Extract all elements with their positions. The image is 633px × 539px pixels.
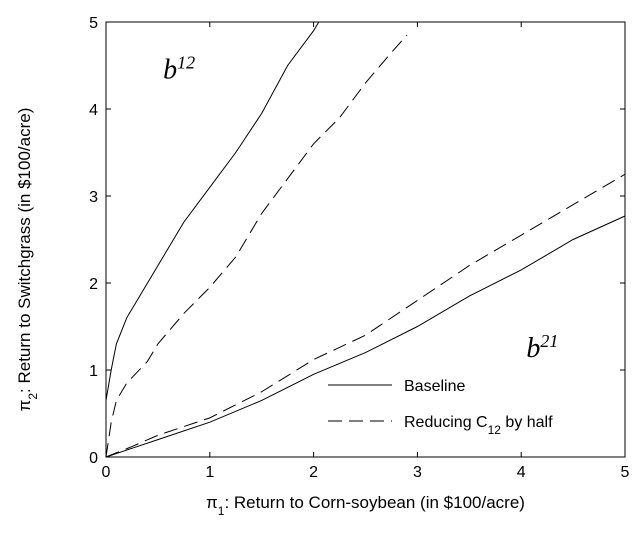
x-tick-label: 1 xyxy=(205,464,214,481)
legend-text: Baseline xyxy=(404,378,465,395)
data-line xyxy=(105,34,408,458)
y-axis-label-text: : Return to Switchgrass (in $100/acre) xyxy=(15,108,34,393)
x-tick-label: 4 xyxy=(517,464,526,481)
y-tick-label: 4 xyxy=(89,102,98,119)
x-tick-label: 2 xyxy=(309,464,318,481)
plot-frame xyxy=(105,21,626,458)
y-tick-label: 5 xyxy=(89,15,98,32)
y-axis-label-symbol: π xyxy=(15,400,34,412)
x-axis-label: π1: Return to Corn-soybean (in $100/acre… xyxy=(206,493,525,518)
x-axis-label-sub: 1 xyxy=(218,504,225,518)
x-tick-label: 3 xyxy=(413,464,422,481)
y-tick-label: 0 xyxy=(89,450,98,467)
legend-label: Reducing C12 by half xyxy=(404,414,553,437)
legend-text-after: by half xyxy=(501,414,553,431)
annotation-sup: 21 xyxy=(540,331,558,351)
y-tick-label: 1 xyxy=(89,363,98,380)
x-axis-label-text: : Return to Corn-soybean (in $100/acre) xyxy=(224,493,525,512)
annotation-text: b xyxy=(163,55,177,86)
y-axis-label: π2: Return to Switchgrass (in $100/acre) xyxy=(15,108,40,412)
annotation: b12 xyxy=(163,53,195,86)
x-tick-label: 5 xyxy=(621,464,630,481)
y-tick-label: 2 xyxy=(89,276,98,293)
data-line xyxy=(105,215,626,458)
legend-text: Reducing C xyxy=(404,414,488,431)
legend-label: Baseline xyxy=(404,378,465,395)
data-line xyxy=(105,21,320,401)
legend-sub: 12 xyxy=(488,423,502,437)
x-axis-label-symbol: π xyxy=(206,493,218,512)
y-axis-label-sub: 2 xyxy=(26,393,40,400)
annotation-sup: 12 xyxy=(177,53,195,73)
y-tick-label: 3 xyxy=(89,189,98,206)
x-tick-label: 0 xyxy=(102,464,111,481)
annotation-text: b xyxy=(526,333,540,364)
data-line xyxy=(105,173,626,458)
annotation: b21 xyxy=(526,331,558,364)
